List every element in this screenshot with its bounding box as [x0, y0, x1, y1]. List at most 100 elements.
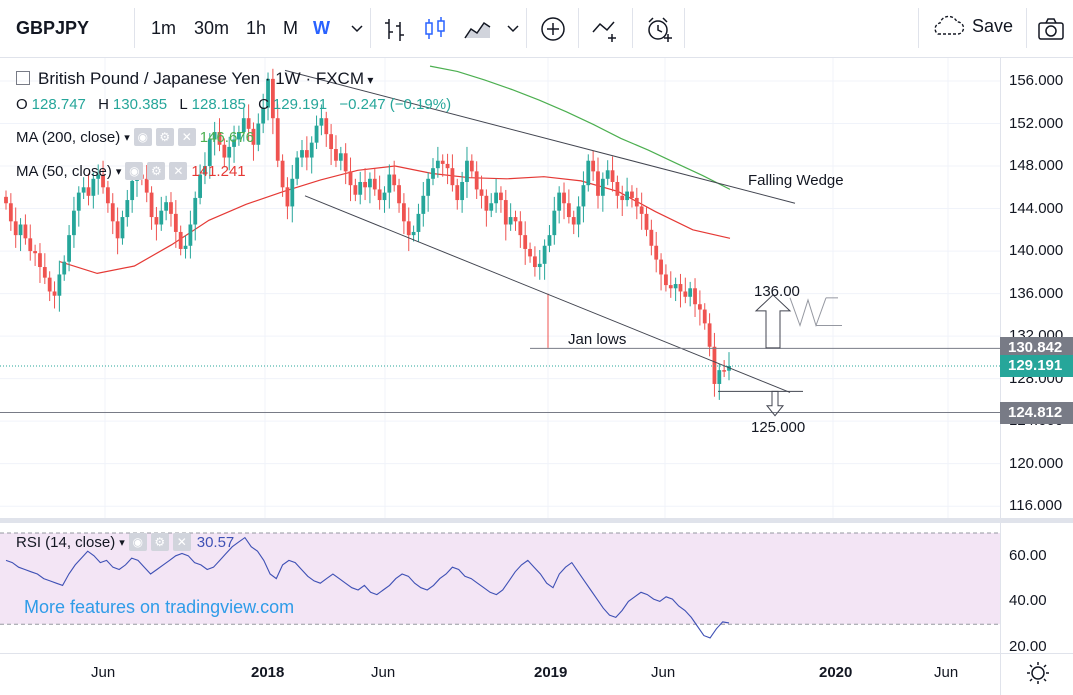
candle[interactable] [227, 136, 232, 171]
bar-chart-icon[interactable] [380, 14, 410, 44]
candle[interactable] [401, 193, 406, 235]
candle[interactable] [659, 253, 663, 291]
candle[interactable] [280, 154, 285, 197]
candle[interactable] [76, 186, 81, 227]
candle[interactable] [105, 180, 110, 213]
candle[interactable] [537, 250, 542, 280]
up-arrow[interactable] [754, 294, 792, 349]
candle[interactable] [571, 210, 576, 235]
eye-icon[interactable]: ◉ [133, 128, 152, 146]
candle[interactable] [173, 200, 178, 248]
candle[interactable] [683, 277, 688, 304]
candle[interactable] [125, 189, 130, 227]
candle[interactable] [270, 68, 275, 135]
candle[interactable] [634, 187, 639, 220]
area-chart-icon[interactable] [462, 14, 492, 44]
candle[interactable] [712, 332, 717, 397]
main-chart-pane[interactable]: Falling Wedge Jan lows 136.00 125.000 [0, 58, 1000, 518]
candle[interactable] [435, 146, 440, 178]
candle[interactable] [605, 160, 610, 186]
candle[interactable] [159, 196, 164, 231]
interval-1h[interactable]: 1h [246, 18, 267, 38]
candle[interactable] [13, 207, 18, 248]
add-indicator-icon[interactable] [538, 14, 568, 44]
candle[interactable] [421, 181, 426, 227]
candle[interactable] [237, 125, 241, 146]
candle[interactable] [241, 108, 246, 142]
candle[interactable] [314, 115, 319, 150]
candle[interactable] [295, 151, 300, 186]
target-up-label[interactable]: 136.00 [754, 283, 800, 300]
candle[interactable] [489, 193, 494, 218]
candle[interactable] [28, 224, 33, 261]
candle[interactable] [664, 264, 668, 292]
candle[interactable] [416, 203, 421, 242]
candle[interactable] [382, 186, 387, 213]
candle[interactable] [528, 242, 532, 263]
candle[interactable] [518, 211, 523, 248]
candle[interactable] [615, 175, 620, 209]
candle[interactable] [552, 196, 557, 245]
collapse-legend-icon[interactable] [16, 71, 30, 85]
candle[interactable] [523, 221, 528, 265]
interval-1m[interactable]: 1m [151, 18, 177, 38]
candle[interactable] [411, 225, 416, 242]
tradingview-watermark[interactable]: More features on tradingview.com [24, 597, 295, 617]
candle[interactable] [309, 136, 314, 174]
alarm-clock-icon[interactable] [644, 14, 674, 44]
candle[interactable] [649, 219, 654, 256]
candle[interactable] [304, 136, 309, 171]
ma200-legend[interactable]: MA (200, close) ▾ ◉ ⚙ ✕ 146.676 [16, 128, 254, 146]
candle[interactable] [387, 164, 392, 209]
candle[interactable] [222, 138, 227, 168]
candle[interactable] [450, 154, 455, 192]
candle[interactable] [372, 168, 377, 196]
candle[interactable] [654, 231, 659, 273]
gear-icon[interactable]: ⚙ [147, 162, 166, 180]
candle[interactable] [717, 363, 722, 400]
candle[interactable] [547, 225, 552, 253]
ma200-line[interactable] [429, 65, 731, 190]
symbol-search[interactable]: GBPJPY [16, 18, 90, 38]
candle[interactable] [591, 150, 596, 181]
candle[interactable] [542, 239, 547, 280]
candle[interactable] [149, 186, 154, 230]
gear-icon[interactable]: ⚙ [155, 128, 174, 146]
candle[interactable] [406, 207, 411, 252]
candle[interactable] [678, 273, 683, 308]
close-icon[interactable]: ✕ [169, 162, 188, 180]
eye-icon[interactable]: ◉ [128, 533, 147, 551]
candle[interactable] [639, 192, 644, 230]
rsi-line[interactable] [5, 536, 730, 639]
candle[interactable] [86, 173, 91, 206]
candle[interactable] [426, 172, 431, 212]
candle[interactable] [334, 135, 338, 168]
candle[interactable] [503, 189, 508, 241]
candle[interactable] [183, 235, 188, 259]
chevron-down-icon[interactable] [342, 14, 372, 44]
wedge-lower-line[interactable] [304, 195, 791, 393]
candle[interactable] [266, 72, 270, 121]
chevron-down-icon[interactable] [498, 14, 528, 44]
candle[interactable] [397, 178, 401, 213]
candle[interactable] [688, 281, 693, 307]
candle[interactable] [469, 154, 474, 178]
close-icon[interactable]: ✕ [177, 128, 196, 146]
candle[interactable] [455, 178, 460, 210]
candle[interactable] [47, 271, 52, 302]
jan-lows-label[interactable]: Jan lows [568, 331, 626, 348]
candle[interactable] [499, 186, 503, 213]
candle[interactable] [300, 139, 304, 168]
candle[interactable] [600, 172, 605, 212]
candle[interactable] [596, 157, 600, 209]
candle[interactable] [120, 210, 125, 245]
candle[interactable] [96, 164, 101, 195]
candle[interactable] [440, 154, 445, 177]
candle[interactable] [343, 143, 348, 185]
save-button[interactable]: Save [930, 15, 1013, 37]
candle[interactable] [18, 218, 23, 252]
candle[interactable] [246, 104, 251, 142]
candle[interactable] [67, 225, 71, 272]
candle[interactable] [668, 271, 673, 298]
candle[interactable] [198, 164, 202, 205]
